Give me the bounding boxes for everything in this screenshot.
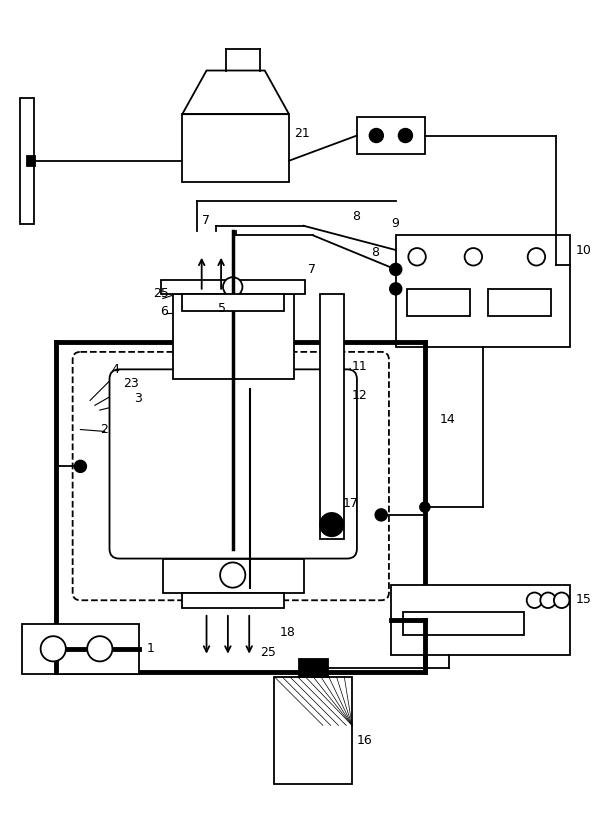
Circle shape bbox=[554, 592, 569, 608]
Bar bbox=[163, 558, 304, 592]
Text: 9: 9 bbox=[391, 218, 398, 230]
Bar bbox=[396, 236, 570, 347]
Text: 12: 12 bbox=[352, 389, 368, 402]
Circle shape bbox=[75, 461, 86, 472]
Text: 17: 17 bbox=[342, 497, 358, 509]
Text: 25: 25 bbox=[153, 287, 169, 300]
FancyBboxPatch shape bbox=[110, 370, 357, 558]
Bar bbox=[173, 294, 294, 379]
Bar bbox=[182, 114, 289, 182]
Text: 7: 7 bbox=[308, 263, 317, 276]
Circle shape bbox=[420, 502, 430, 512]
Bar bbox=[488, 289, 551, 316]
Circle shape bbox=[375, 509, 387, 521]
Circle shape bbox=[390, 283, 401, 294]
Text: 8: 8 bbox=[371, 246, 380, 260]
Circle shape bbox=[40, 636, 66, 662]
Text: 14: 14 bbox=[439, 414, 455, 426]
Circle shape bbox=[390, 264, 401, 275]
Text: 4: 4 bbox=[111, 363, 119, 375]
Circle shape bbox=[398, 129, 412, 142]
Text: 11: 11 bbox=[352, 360, 368, 373]
Text: 18: 18 bbox=[279, 626, 295, 638]
Circle shape bbox=[409, 248, 426, 265]
FancyBboxPatch shape bbox=[72, 352, 389, 600]
Bar bbox=[27, 156, 35, 165]
Bar bbox=[275, 677, 352, 784]
Circle shape bbox=[320, 513, 343, 536]
Circle shape bbox=[220, 562, 246, 588]
Text: 21: 21 bbox=[294, 127, 310, 140]
Text: 25: 25 bbox=[260, 646, 276, 659]
Bar bbox=[22, 624, 139, 674]
Bar bbox=[403, 612, 524, 635]
Bar bbox=[320, 294, 345, 539]
Circle shape bbox=[87, 636, 113, 662]
Bar bbox=[161, 280, 305, 294]
Bar bbox=[299, 659, 328, 677]
Circle shape bbox=[369, 129, 383, 142]
Circle shape bbox=[223, 277, 243, 297]
Text: 15: 15 bbox=[575, 593, 591, 606]
Bar bbox=[357, 117, 425, 154]
Bar bbox=[182, 294, 284, 311]
Text: 5: 5 bbox=[218, 302, 226, 315]
Text: 3: 3 bbox=[134, 392, 142, 405]
Text: 1: 1 bbox=[146, 643, 154, 655]
Text: 10: 10 bbox=[575, 243, 591, 256]
Circle shape bbox=[528, 248, 545, 265]
Bar bbox=[20, 98, 34, 224]
Text: 16: 16 bbox=[357, 734, 372, 748]
Text: 6: 6 bbox=[160, 304, 168, 318]
Bar bbox=[391, 585, 570, 655]
Bar bbox=[407, 289, 470, 316]
Circle shape bbox=[540, 592, 556, 608]
Text: 7: 7 bbox=[202, 214, 210, 227]
Text: 2: 2 bbox=[100, 423, 108, 436]
Text: 8: 8 bbox=[352, 209, 360, 222]
Circle shape bbox=[465, 248, 482, 265]
Bar bbox=[182, 592, 284, 608]
Circle shape bbox=[527, 592, 542, 608]
Text: 23: 23 bbox=[123, 377, 139, 390]
